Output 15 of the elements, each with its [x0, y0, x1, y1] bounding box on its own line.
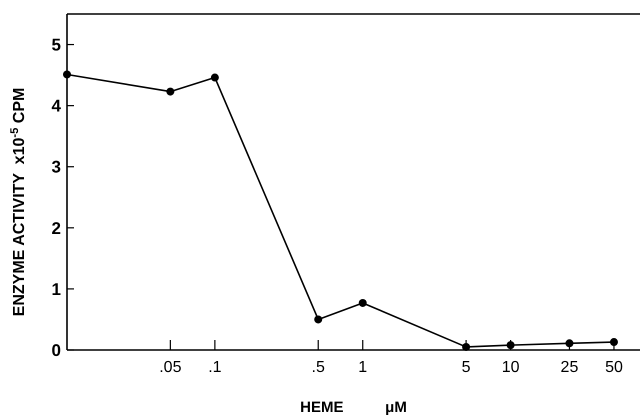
y-tick-label: 1: [52, 280, 61, 299]
y-tick-label: 2: [52, 218, 61, 238]
x-tick-label: .1: [208, 359, 222, 376]
y-tick-label: 3: [52, 158, 61, 177]
y-tick-label: 0: [52, 340, 61, 360]
x-tick-label: .5: [312, 359, 325, 376]
y-tick-label: 5: [52, 35, 61, 54]
y-tick-label: 4: [52, 96, 62, 116]
x-tick-label: 25: [560, 359, 578, 376]
x-tick-label: 5: [462, 359, 471, 376]
x-tick-label: 1: [358, 359, 368, 376]
x-tick-label: 50: [605, 359, 623, 376]
x-axis-title: HEME μM: [300, 399, 407, 416]
x-tick-label: 10: [502, 359, 520, 376]
x-tick-label: .05: [159, 359, 182, 376]
